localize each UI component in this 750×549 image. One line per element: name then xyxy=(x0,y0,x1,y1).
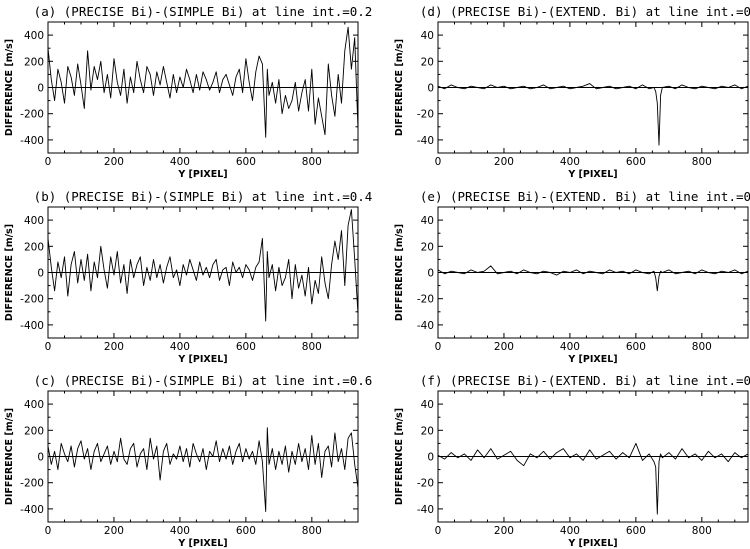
panel-title: (a) (PRECISE Bi)-(SIMPLE Bi) at line int… xyxy=(34,4,373,19)
x-axis-label: Y [PIXEL] xyxy=(177,538,227,549)
y-axis-label: DIFFERENCE [m/s] xyxy=(394,408,405,505)
y-tick-label: 400 xyxy=(24,399,44,411)
y-axis-label: DIFFERENCE [m/s] xyxy=(394,224,405,321)
panel-4: (e) (PRECISE Bi)-(EXTEND. Bi) at line in… xyxy=(394,189,750,365)
x-tick-label: 600 xyxy=(236,156,256,168)
x-tick-label: 800 xyxy=(692,156,712,168)
y-tick-label: 40 xyxy=(421,30,434,42)
x-tick-label: 800 xyxy=(692,341,712,353)
series-line-0 xyxy=(47,26,359,138)
y-tick-label: -200 xyxy=(20,109,44,121)
x-axis-label: Y [PIXEL] xyxy=(567,169,617,180)
y-tick-label: 200 xyxy=(24,425,44,437)
x-tick-label: 200 xyxy=(104,156,124,168)
panel-2: (c) (PRECISE Bi)-(SIMPLE Bi) at line int… xyxy=(4,373,372,549)
panel-title: (f) (PRECISE Bi)-(EXTEND. Bi) at line in… xyxy=(420,373,750,388)
x-tick-label: 800 xyxy=(302,341,322,353)
y-tick-label: 0 xyxy=(37,83,44,95)
y-tick-label: 400 xyxy=(24,215,44,227)
y-tick-label: 20 xyxy=(421,425,434,437)
y-tick-label: 0 xyxy=(427,268,434,280)
y-tick-label: 400 xyxy=(24,30,44,42)
x-axis-label: Y [PIXEL] xyxy=(177,354,227,365)
x-tick-label: 800 xyxy=(302,156,322,168)
y-tick-label: 200 xyxy=(24,56,44,68)
panel-title: (d) (PRECISE Bi)-(EXTEND. Bi) at line in… xyxy=(420,4,750,19)
x-tick-label: 400 xyxy=(560,525,580,537)
x-axis-label: Y [PIXEL] xyxy=(567,354,617,365)
x-tick-label: 800 xyxy=(692,525,712,537)
x-tick-label: 0 xyxy=(435,341,442,353)
x-tick-label: 200 xyxy=(104,341,124,353)
panel-5: (f) (PRECISE Bi)-(EXTEND. Bi) at line in… xyxy=(394,373,750,549)
y-tick-label: 0 xyxy=(37,268,44,280)
y-tick-label: -400 xyxy=(20,320,44,332)
x-tick-label: 600 xyxy=(236,525,256,537)
y-tick-label: -20 xyxy=(417,478,434,490)
y-tick-label: -40 xyxy=(417,320,434,332)
panel-title: (c) (PRECISE Bi)-(SIMPLE Bi) at line int… xyxy=(34,373,373,388)
series-line-0 xyxy=(437,442,749,515)
y-tick-label: -200 xyxy=(20,294,44,306)
x-tick-label: 200 xyxy=(494,341,514,353)
panel-title: (b) (PRECISE Bi)-(SIMPLE Bi) at line int… xyxy=(34,189,373,204)
y-axis-label: DIFFERENCE [m/s] xyxy=(4,39,15,136)
x-tick-label: 200 xyxy=(104,525,124,537)
x-axis-label: Y [PIXEL] xyxy=(567,538,617,549)
y-tick-label: 20 xyxy=(421,56,434,68)
y-tick-label: 0 xyxy=(427,83,434,95)
x-tick-label: 600 xyxy=(626,341,646,353)
panel-title: (e) (PRECISE Bi)-(EXTEND. Bi) at line in… xyxy=(420,189,750,204)
series-line-0 xyxy=(437,83,749,146)
x-tick-label: 600 xyxy=(626,525,646,537)
y-tick-label: 40 xyxy=(421,399,434,411)
y-axis-label: DIFFERENCE [m/s] xyxy=(4,408,15,505)
y-tick-label: -20 xyxy=(417,294,434,306)
x-tick-label: 200 xyxy=(494,156,514,168)
series-line-0 xyxy=(437,265,749,292)
x-tick-label: 400 xyxy=(170,156,190,168)
y-tick-label: -400 xyxy=(20,504,44,516)
x-tick-label: 800 xyxy=(302,525,322,537)
y-tick-label: -40 xyxy=(417,504,434,516)
y-tick-label: -20 xyxy=(417,109,434,121)
panel-1: (b) (PRECISE Bi)-(SIMPLE Bi) at line int… xyxy=(4,189,372,365)
y-axis-label: DIFFERENCE [m/s] xyxy=(394,39,405,136)
x-tick-label: 0 xyxy=(435,156,442,168)
series-line-0 xyxy=(47,209,359,322)
y-tick-label: 200 xyxy=(24,241,44,253)
y-axis-label: DIFFERENCE [m/s] xyxy=(4,224,15,321)
x-tick-label: 400 xyxy=(560,341,580,353)
y-tick-label: 20 xyxy=(421,241,434,253)
y-tick-label: 0 xyxy=(37,452,44,464)
x-tick-label: 400 xyxy=(170,525,190,537)
x-tick-label: 600 xyxy=(236,341,256,353)
x-tick-label: 0 xyxy=(45,341,52,353)
panel-3: (d) (PRECISE Bi)-(EXTEND. Bi) at line in… xyxy=(394,4,750,180)
y-tick-label: 0 xyxy=(427,452,434,464)
x-tick-label: 600 xyxy=(626,156,646,168)
series-line-0 xyxy=(47,427,359,512)
x-tick-label: 200 xyxy=(494,525,514,537)
x-tick-label: 0 xyxy=(45,156,52,168)
y-tick-label: -40 xyxy=(417,135,434,147)
x-tick-label: 0 xyxy=(45,525,52,537)
x-axis-label: Y [PIXEL] xyxy=(177,169,227,180)
y-tick-label: -200 xyxy=(20,478,44,490)
y-tick-label: -400 xyxy=(20,135,44,147)
panel-0: (a) (PRECISE Bi)-(SIMPLE Bi) at line int… xyxy=(4,4,372,180)
x-tick-label: 400 xyxy=(170,341,190,353)
y-tick-label: 40 xyxy=(421,215,434,227)
x-tick-label: 0 xyxy=(435,525,442,537)
x-tick-label: 400 xyxy=(560,156,580,168)
